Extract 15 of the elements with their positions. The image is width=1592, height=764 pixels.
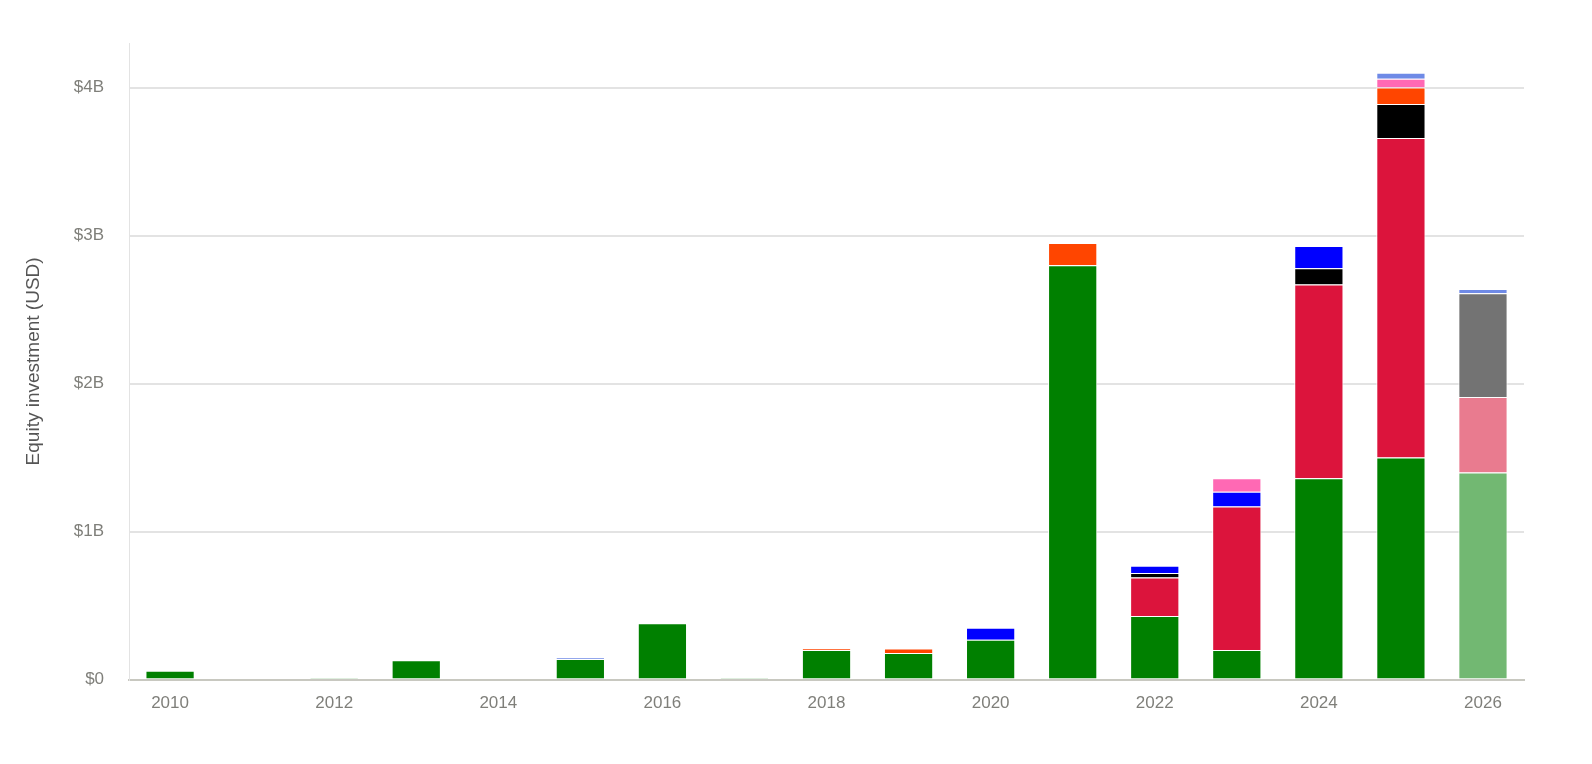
x-tick-label: 2016 <box>643 693 682 713</box>
x-tick-label: 2024 <box>1299 693 1338 713</box>
y-axis-title: Equity investment (USD) <box>21 257 43 466</box>
x-tick-label: 2010 <box>151 693 189 713</box>
x-tick-label: 2018 <box>807 693 846 713</box>
x-tick-label: 2014 <box>479 693 518 713</box>
y-tick-label: $2B <box>73 373 105 393</box>
y-tick-label: $3B <box>73 225 105 245</box>
y-tick-label: $4B <box>73 77 105 97</box>
x-tick-label: 2020 <box>971 693 1010 713</box>
y-tick-label: $1B <box>73 521 105 541</box>
x-tick-label: 2026 <box>1464 693 1502 713</box>
x-tick-label: 2022 <box>1135 693 1174 713</box>
y-tick-label: $0 <box>85 669 105 689</box>
x-tick-label: 2012 <box>315 693 354 713</box>
